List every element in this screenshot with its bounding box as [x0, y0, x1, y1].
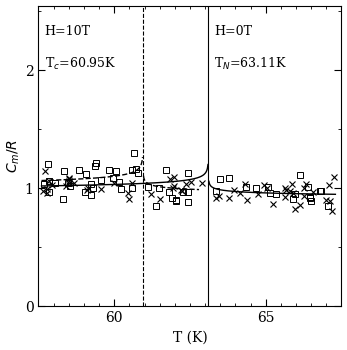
- Text: T$_N$=63.11K: T$_N$=63.11K: [214, 56, 287, 72]
- X-axis label: T (K): T (K): [172, 330, 207, 344]
- Text: H=10T: H=10T: [44, 25, 91, 38]
- Y-axis label: $C_m/R$: $C_m/R$: [6, 139, 22, 173]
- Text: H=0T: H=0T: [214, 25, 252, 38]
- Text: T$_c$=60.95K: T$_c$=60.95K: [44, 56, 116, 72]
